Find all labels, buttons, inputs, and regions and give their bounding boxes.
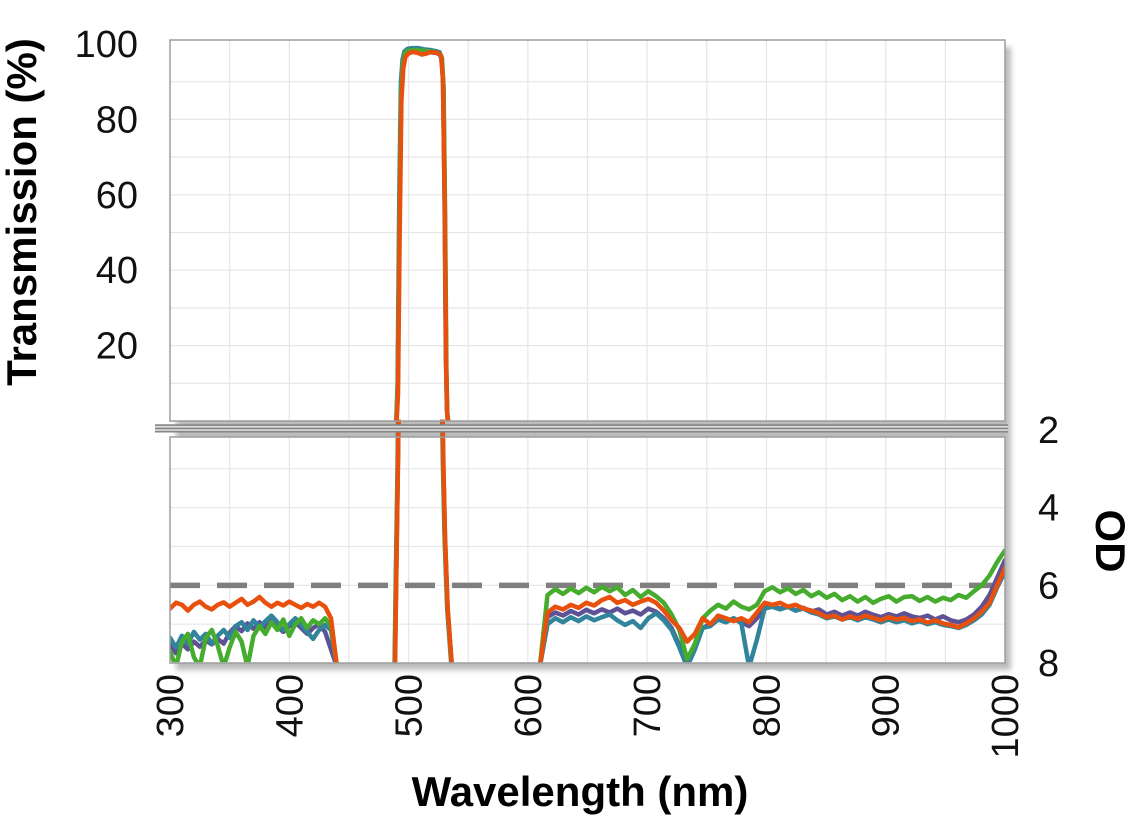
y-left-tick-label: 100 [75, 24, 138, 66]
y-left-tick-label: 40 [96, 250, 138, 292]
transmission-trace-orange [394, 49, 451, 422]
od-trace-green [538, 548, 1005, 663]
x-tick-label: 600 [508, 674, 550, 737]
transmission-traces [394, 45, 451, 422]
y-left-tick-label: 20 [96, 326, 138, 368]
y-left-tick-label: 60 [96, 175, 138, 217]
panel-borders [169, 39, 1006, 664]
x-tick-label: 400 [269, 674, 311, 737]
od-traces [170, 419, 1005, 663]
od-trace-orange [440, 419, 454, 663]
axis-tick-labels: 100 80 60 40 20 2 4 6 8 300 400 500 600 700 800 900 1000 [75, 24, 1060, 759]
od-trace-orange [538, 565, 1005, 663]
y-right-tick-label: 8 [1038, 643, 1059, 685]
od-trace-orange [392, 419, 401, 663]
x-axis-title-wavelength: Wavelength (nm) [412, 768, 749, 815]
y-axis-title-transmission: Transmission (%) [0, 38, 45, 386]
od-trace-teal [170, 613, 339, 663]
x-tick-label: 900 [866, 674, 908, 737]
axis-break-band [155, 424, 1008, 433]
x-tick-label: 1000 [985, 674, 1027, 759]
gridlines [170, 40, 1005, 663]
y-right-tick-label: 6 [1038, 565, 1059, 607]
y-right-tick-label: 4 [1038, 488, 1059, 530]
x-tick-label: 500 [389, 674, 431, 737]
x-tick-label: 800 [746, 674, 788, 737]
od-trace-green [170, 616, 339, 663]
bottom-panel-border [169, 436, 1006, 664]
x-tick-label: 300 [150, 674, 192, 737]
top-panel-border [169, 39, 1006, 422]
y-right-tick-label: 2 [1038, 410, 1059, 452]
y2-axis-title-od: OD [1087, 510, 1134, 573]
x-tick-label: 700 [627, 674, 669, 737]
od-trace-orange [170, 594, 339, 663]
y-left-tick-label: 80 [96, 99, 138, 141]
